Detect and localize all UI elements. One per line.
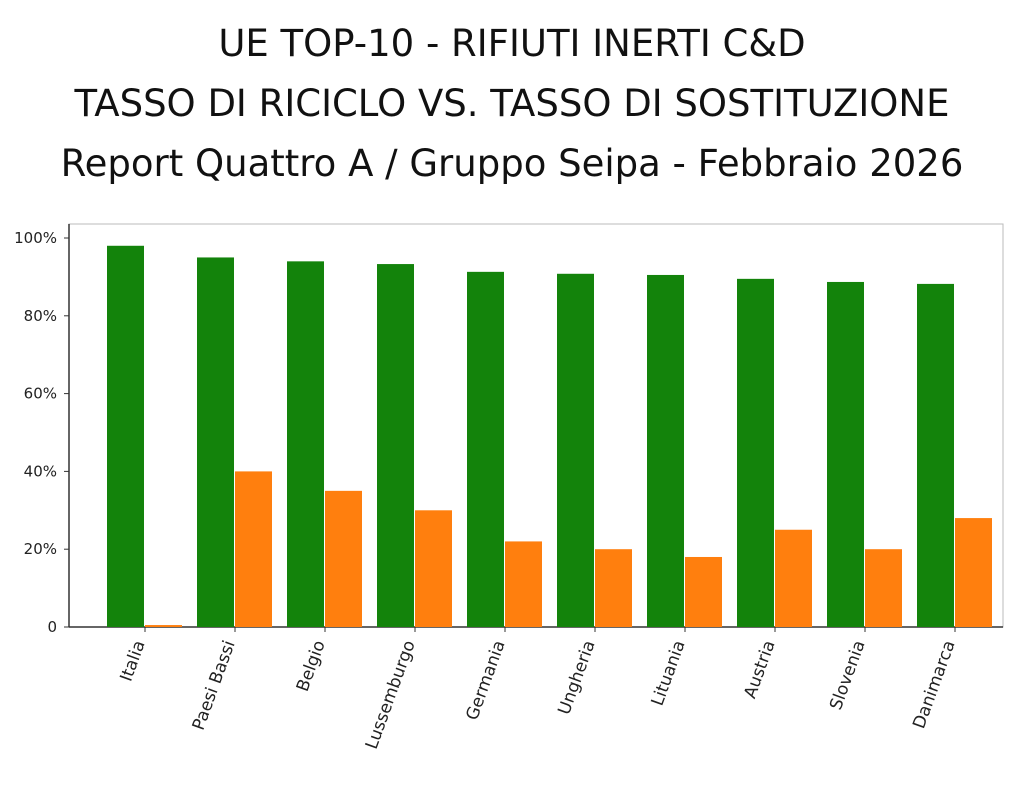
y-tick-label: 100% [14, 229, 57, 247]
y-tick-label: 80% [24, 307, 57, 325]
x-tick-label: Germania [462, 638, 509, 723]
x-tick-label: Lussemburgo [362, 638, 420, 752]
y-tick-label: 60% [24, 385, 57, 403]
chart-title-line-1: UE TOP-10 - RIFIUTI INERTI C&D [218, 22, 806, 65]
x-tick-label: Italia [117, 638, 150, 684]
bar-riciclo [377, 264, 414, 627]
x-tick-label: Danimarca [909, 638, 959, 732]
x-tick-label: Lituania [648, 638, 690, 709]
x-tick-label: Belgio [293, 638, 330, 694]
x-tick-label: Slovenia [826, 638, 870, 713]
bar-riciclo [467, 271, 504, 627]
bar-riciclo [827, 281, 864, 627]
bar-riciclo [557, 273, 594, 627]
x-tick-label: Ungheria [554, 638, 599, 718]
bar-sostituzione [775, 529, 812, 627]
bar-sostituzione [235, 471, 272, 627]
bar-sostituzione [955, 518, 992, 627]
chart-title-line-3: Report Quattro A / Gruppo Seipa - Febbra… [60, 142, 964, 185]
bar-riciclo [287, 261, 324, 627]
bar-sostituzione [865, 549, 902, 627]
bar-riciclo [917, 283, 954, 627]
bar-riciclo [197, 257, 234, 627]
bar-riciclo [107, 245, 144, 627]
bar-riciclo [647, 274, 684, 627]
x-tick-label: Paesi Bassi [189, 638, 240, 733]
bar-sostituzione [505, 541, 542, 627]
bar-riciclo [737, 278, 774, 627]
chart-title-line-2: TASSO DI RICICLO VS. TASSO DI SOSTITUZIO… [74, 82, 950, 125]
bar-sostituzione [595, 549, 632, 627]
y-tick-label: 20% [24, 540, 57, 558]
bar-sostituzione [685, 556, 722, 627]
y-tick-label: 40% [24, 462, 57, 480]
bar-sostituzione [415, 510, 452, 627]
x-tick-label: Austria [740, 638, 779, 701]
bar-sostituzione [145, 625, 182, 627]
y-tick-label: 0 [47, 618, 57, 636]
bar-sostituzione [325, 490, 362, 627]
